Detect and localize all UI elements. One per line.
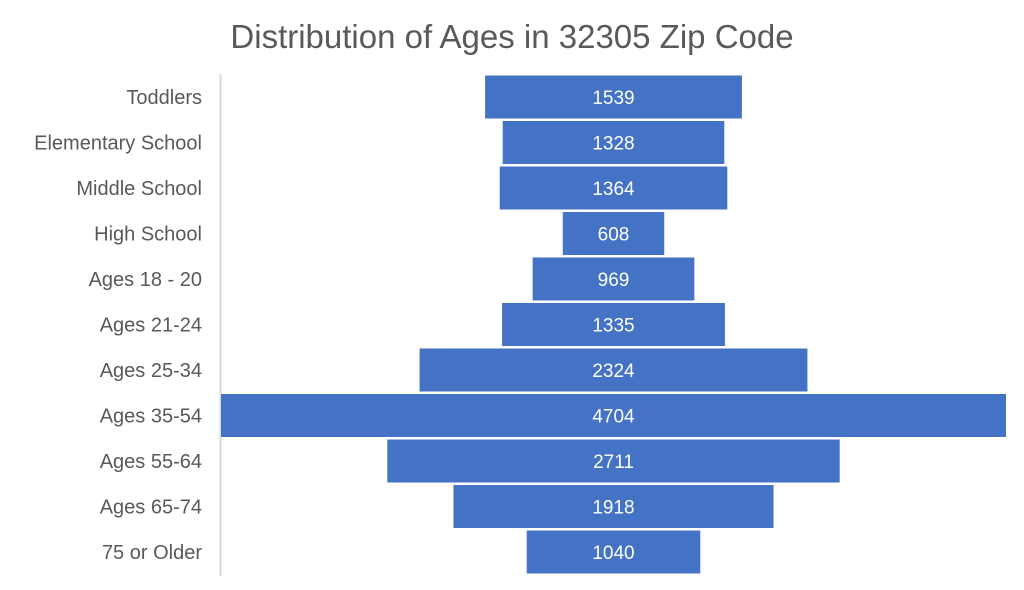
category-label: Elementary School <box>34 133 202 155</box>
data-label: 1335 <box>592 316 634 337</box>
data-label: 2711 <box>593 452 634 473</box>
data-label: 1328 <box>592 134 634 155</box>
funnel-bar <box>453 485 774 528</box>
data-label: 1539 <box>592 88 634 109</box>
data-label: 4704 <box>592 407 635 428</box>
funnel-bar <box>502 303 725 346</box>
category-label: Toddlers <box>126 87 202 109</box>
funnel-bar <box>387 439 840 483</box>
category-label: Ages 65-74 <box>100 497 202 519</box>
chart-title: Distribution of Ages in 32305 Zip Code <box>230 18 794 55</box>
data-label: 1040 <box>592 543 634 564</box>
funnel-bar <box>532 257 695 301</box>
category-label: Ages 25-34 <box>100 360 202 382</box>
data-label: 1918 <box>592 498 634 519</box>
funnel-bar <box>526 530 701 574</box>
funnel-bar <box>562 212 665 255</box>
category-label: Ages 21-24 <box>100 315 202 337</box>
funnel-bar <box>419 348 808 392</box>
data-label: 2324 <box>592 361 635 382</box>
category-label: Ages 35-54 <box>100 406 202 428</box>
funnel-bar <box>221 394 1006 437</box>
data-label: 1364 <box>592 179 635 200</box>
category-label: 75 or Older <box>102 542 202 564</box>
data-label: 608 <box>598 225 630 246</box>
funnel-bar <box>485 75 742 119</box>
category-label: High School <box>94 224 202 246</box>
funnel-bar <box>499 166 728 210</box>
category-label: Ages 55-64 <box>100 451 202 473</box>
funnel-bar <box>502 121 725 164</box>
category-label: Ages 18 - 20 <box>89 269 202 291</box>
category-label: Middle School <box>76 178 202 200</box>
data-label: 969 <box>598 270 630 291</box>
